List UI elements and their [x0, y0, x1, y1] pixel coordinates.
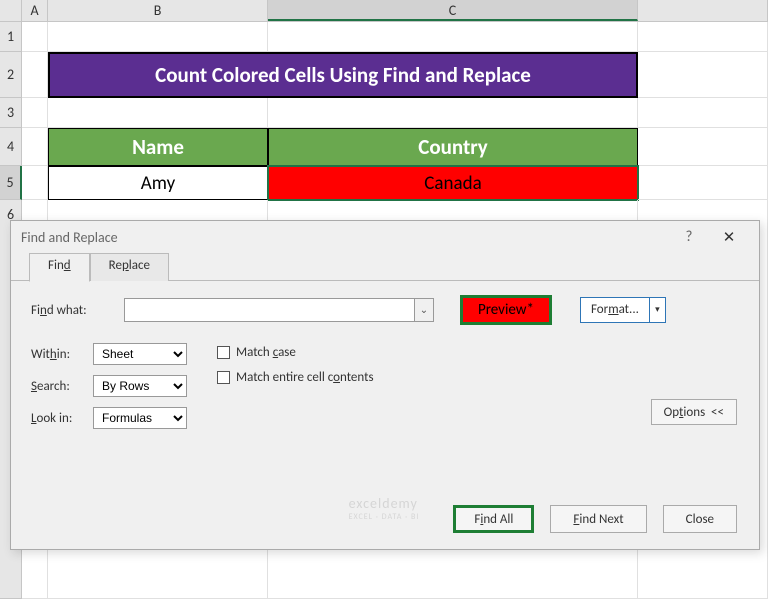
row-3: 3 [0, 98, 768, 128]
lookin-label: Look in: [31, 411, 93, 426]
match-entire-label: Match entire cell contents [236, 370, 374, 385]
format-button[interactable]: Format... ▾ [580, 297, 666, 323]
row-header-2[interactable]: 2 [0, 52, 22, 98]
cell[interactable] [638, 128, 768, 166]
close-icon[interactable]: ✕ [709, 228, 749, 247]
table-cell-name[interactable]: Amy [48, 166, 268, 200]
row-1: 1 [0, 22, 768, 52]
select-all-corner[interactable] [0, 0, 22, 21]
cell[interactable] [48, 22, 268, 52]
cell[interactable] [268, 98, 638, 128]
cell[interactable] [48, 98, 268, 128]
cell[interactable] [22, 166, 48, 200]
row-header-1[interactable]: 1 [0, 22, 22, 52]
find-what-label: Find what: [31, 303, 116, 318]
dialog-tabs: Find Replace [11, 253, 759, 281]
find-what-input[interactable] [124, 298, 414, 322]
find-replace-dialog: Find and Replace ? ✕ Find Replace Find w… [10, 220, 760, 550]
cell[interactable] [638, 98, 768, 128]
cell[interactable] [22, 22, 48, 52]
close-button[interactable]: Close [663, 505, 737, 533]
find-what-input-group: ⌄ [124, 298, 434, 322]
table-header-name[interactable]: Name [48, 128, 268, 166]
find-all-button[interactable]: Find All [453, 505, 534, 533]
cell[interactable] [22, 128, 48, 166]
row-5: 5 Amy Canada [0, 166, 768, 200]
find-what-dropdown-icon[interactable]: ⌄ [414, 298, 434, 322]
checkbox-icon [217, 371, 230, 384]
cell[interactable] [638, 52, 768, 98]
tab-replace[interactable]: Replace [90, 253, 169, 281]
table-cell-country[interactable]: Canada [268, 166, 638, 200]
match-entire-checkbox[interactable]: Match entire cell contents [217, 370, 374, 385]
title-banner[interactable]: Count Colored Cells Using Find and Repla… [48, 52, 638, 98]
cell[interactable] [268, 22, 638, 52]
match-case-checkbox[interactable]: Match case [217, 345, 374, 360]
col-header-b[interactable]: B [48, 0, 268, 21]
row-header-3[interactable]: 3 [0, 98, 22, 128]
row-header-4[interactable]: 4 [0, 128, 22, 166]
find-next-button[interactable]: Find Next [550, 505, 646, 533]
cell[interactable] [22, 98, 48, 128]
table-header-country[interactable]: Country [268, 128, 638, 166]
col-header-a[interactable]: A [22, 0, 48, 21]
row-4: 4 Name Country [0, 128, 768, 166]
match-case-label: Match case [236, 345, 296, 360]
format-preview: Preview* [460, 295, 552, 325]
cell[interactable] [638, 22, 768, 52]
within-label: Within: [31, 347, 93, 362]
dialog-title: Find and Replace [21, 229, 118, 246]
search-select[interactable]: By Rows [93, 375, 187, 397]
within-select[interactable]: Sheet [93, 343, 187, 365]
tab-find[interactable]: Find [29, 253, 90, 282]
chevron-down-icon[interactable]: ▾ [649, 298, 665, 322]
row-2: 2 Count Colored Cells Using Find and Rep… [0, 52, 768, 98]
lookin-select[interactable]: Formulas [93, 407, 187, 429]
help-icon[interactable]: ? [669, 228, 709, 246]
cell[interactable] [638, 166, 768, 200]
search-label: Search: [31, 379, 93, 394]
col-header-d[interactable] [638, 0, 768, 21]
options-button[interactable]: Options << [651, 399, 737, 425]
cell[interactable] [22, 52, 48, 98]
column-headers: A B C [0, 0, 768, 22]
col-header-c[interactable]: C [268, 0, 638, 21]
checkbox-icon [217, 346, 230, 359]
dialog-titlebar[interactable]: Find and Replace ? ✕ [11, 221, 759, 253]
row-header-5[interactable]: 5 [0, 166, 22, 200]
